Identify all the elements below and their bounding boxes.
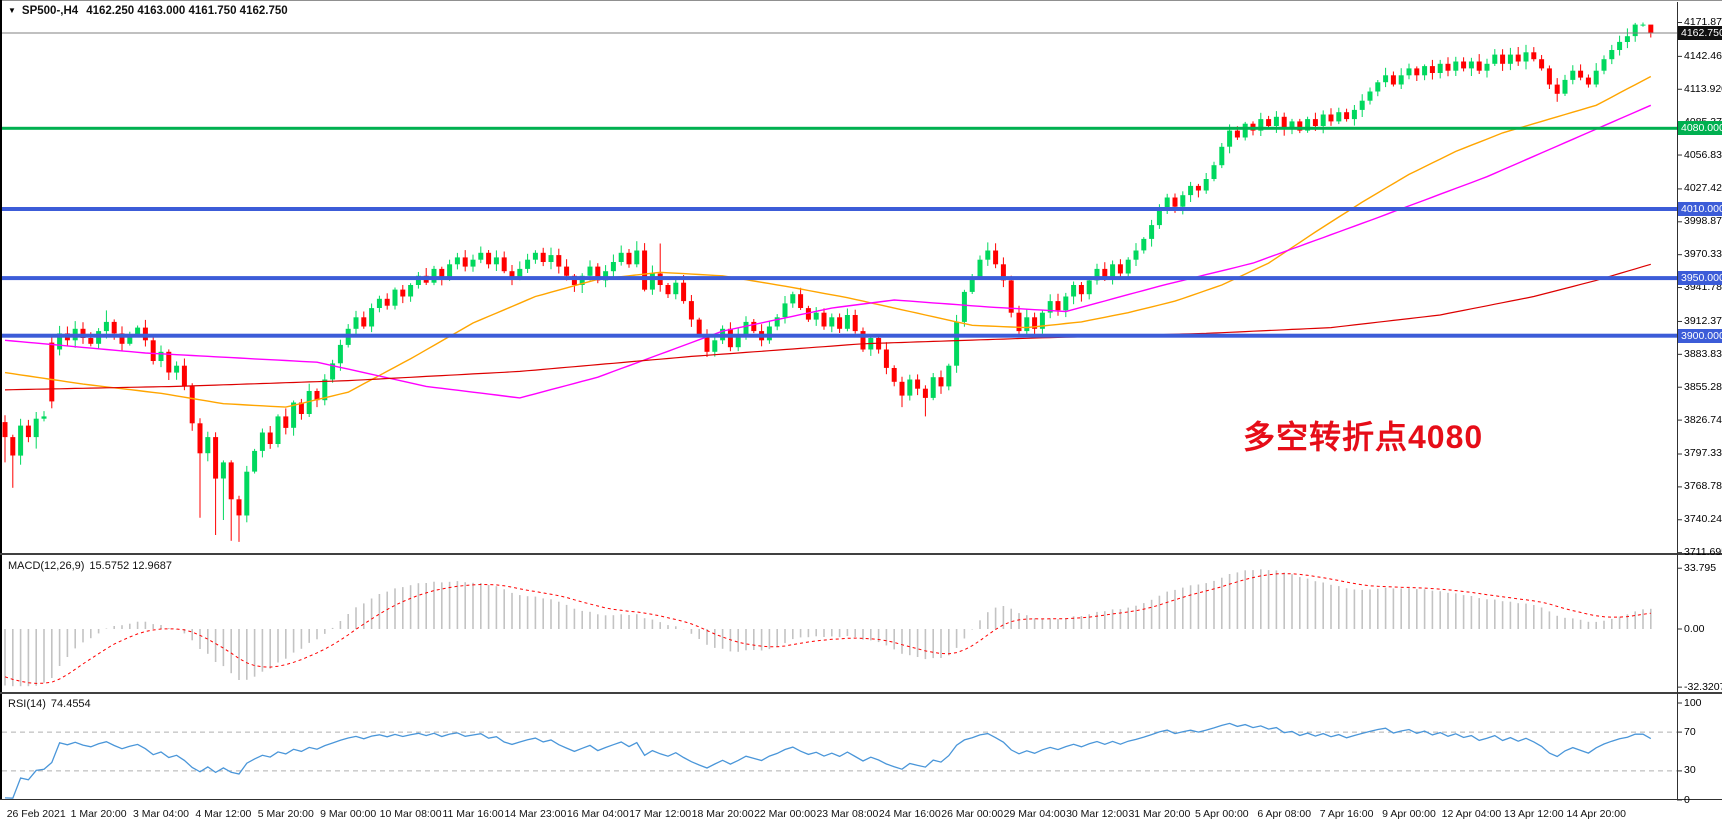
ohlc-values: 4162.250 4163.000 4161.750 4162.750 — [86, 5, 288, 17]
macd-histogram — [4, 569, 1652, 687]
price-tick-label: 3883.830 — [1684, 347, 1722, 360]
time-axis-label: 7 Apr 16:00 — [1319, 808, 1374, 820]
time-axis-label: 12 Apr 04:00 — [1441, 808, 1502, 820]
rsi-tick-label: 100 — [1684, 696, 1702, 709]
price-tick-label: 3912.375 — [1684, 314, 1722, 327]
price-tick-label: 3711.695 — [1684, 546, 1722, 559]
time-axis-label: 23 Mar 08:00 — [816, 808, 879, 820]
macd-values: 15.5752 12.9687 — [89, 560, 173, 572]
ma-red-line — [4, 263, 1651, 391]
current-price-badge: 4162.750 — [1678, 26, 1722, 40]
time-axis-label: 24 Mar 16:00 — [878, 808, 941, 820]
price-tick-label: 4142.465 — [1684, 49, 1722, 62]
macd-signal-line — [4, 573, 1651, 684]
symbol-timeframe: SP500-,H4 — [21, 5, 79, 17]
time-axis-label: 5 Mar 20:00 — [257, 808, 314, 820]
time-axis-label: 10 Mar 08:00 — [379, 808, 442, 820]
time-axis-label: 11 Mar 16:00 — [442, 808, 504, 820]
time-axis-label: 4 Mar 12:00 — [195, 808, 252, 820]
price-tick-label: 3797.330 — [1684, 447, 1722, 460]
macd-tick-label: -32.3207 — [1684, 680, 1722, 693]
time-axis-label: 9 Apr 00:00 — [1382, 808, 1436, 820]
rsi-levels — [2, 731, 1677, 772]
time-axis-label: 26 Mar 00:00 — [941, 808, 1004, 820]
horizontal-level-lines — [2, 32, 1677, 338]
ma-orange-line — [4, 75, 1652, 408]
ma-magenta-line — [4, 104, 1652, 399]
level-price-badge: 3900.000 — [1678, 328, 1722, 343]
rsi-indicator-label: RSI(14) 74.4554 — [8, 698, 91, 710]
time-axis-label: 18 Mar 20:00 — [691, 808, 754, 820]
macd-indicator-label: MACD(12,26,9) 15.5752 12.9687 — [8, 560, 172, 572]
symbol-title: ▼ SP500-,H4 4162.250 4163.000 4161.750 416… — [8, 5, 288, 17]
price-tick-label: 3768.785 — [1684, 480, 1722, 493]
price-tick-label: 4027.420 — [1684, 182, 1722, 195]
rsi-line — [4, 722, 1652, 799]
chevron-down-icon[interactable]: ▼ — [8, 6, 16, 15]
price-tick-label: 3998.875 — [1684, 215, 1722, 228]
time-axis-label: 6 Apr 08:00 — [1257, 808, 1312, 820]
level-price-badge: 4010.000 — [1678, 201, 1722, 216]
price-tick-label: 4113.920 — [1684, 82, 1722, 95]
macd-name: MACD(12,26,9) — [8, 560, 85, 572]
rsi-value: 74.4554 — [50, 698, 91, 710]
time-axis-label: 14 Apr 20:00 — [1566, 808, 1626, 820]
price-tick-label: 3970.330 — [1684, 248, 1722, 261]
time-axis-label: 30 Mar 12:00 — [1066, 808, 1128, 820]
price-tick-label: 4056.830 — [1684, 148, 1722, 161]
time-axis-label: 17 Mar 12:00 — [629, 808, 692, 820]
rsi-name: RSI(14) — [8, 698, 46, 710]
rsi-tick-label: 0 — [1684, 793, 1690, 806]
time-axis-label: 13 Apr 12:00 — [1504, 808, 1564, 820]
price-tick-label: 3740.240 — [1684, 513, 1722, 526]
rsi-tick-label: 30 — [1684, 764, 1696, 777]
time-axis-label: 9 Mar 00:00 — [320, 808, 377, 820]
panel-borders — [0, 0, 1722, 800]
time-axis-label: 16 Mar 04:00 — [566, 808, 629, 820]
price-tick-label: 4171.875 — [1684, 15, 1722, 28]
macd-tick-label: 0.00 — [1684, 622, 1705, 635]
level-price-badge: 4080.000 — [1678, 121, 1722, 136]
axis-tick-marks — [1677, 21, 1682, 801]
price-tick-label: 3826.740 — [1684, 413, 1722, 426]
time-axis-label: 31 Mar 20:00 — [1128, 808, 1191, 820]
time-axis-label: 22 Mar 00:00 — [754, 808, 816, 820]
time-axis-label: 29 Mar 04:00 — [1003, 808, 1066, 820]
time-axis-label: 3 Mar 04:00 — [132, 808, 190, 820]
annotation-text[interactable]: 多空转折点4080 — [1243, 419, 1484, 455]
candlestick-series — [2, 22, 1654, 542]
rsi-tick-label: 70 — [1684, 725, 1696, 738]
time-axis-label: 14 Mar 23:00 — [504, 808, 567, 820]
macd-tick-label: 33.795 — [1684, 561, 1717, 574]
time-axis-label: 26 Feb 2021 — [6, 808, 66, 820]
time-axis-label: 1 Mar 20:00 — [70, 808, 127, 820]
price-tick-label: 3855.285 — [1684, 380, 1722, 393]
time-axis-label: 5 Apr 00:00 — [1194, 808, 1249, 820]
level-price-badge: 3950.000 — [1678, 271, 1722, 286]
